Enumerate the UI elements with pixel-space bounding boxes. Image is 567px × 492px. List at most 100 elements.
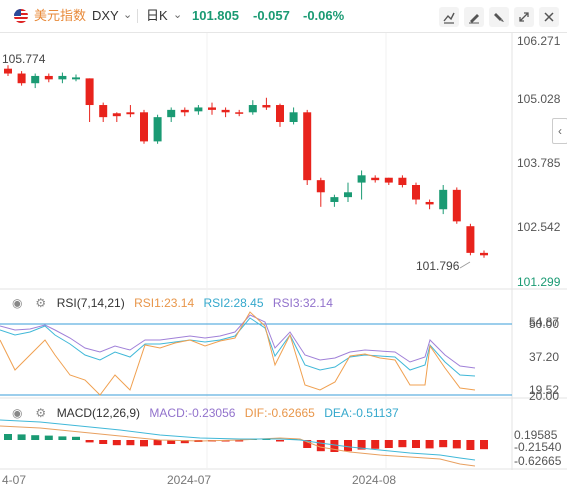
rsi-axis-label: 50.00	[529, 317, 559, 331]
dea-value: DEA:-0.51137	[324, 406, 399, 420]
candle-body	[330, 197, 339, 202]
candle-body	[153, 117, 162, 142]
settings-button[interactable]	[489, 7, 509, 27]
macd-bar	[425, 440, 434, 449]
us-flag-icon	[14, 9, 28, 23]
macd-bar	[180, 440, 189, 444]
low-price-pointer	[459, 261, 471, 269]
indicator-icon	[443, 12, 455, 24]
rsi-axis-label: 20.00	[529, 389, 559, 403]
symbol-name[interactable]: 美元指数	[34, 8, 87, 23]
chevron-left-icon: ‹	[558, 124, 562, 138]
candle-body	[466, 226, 475, 253]
fullscreen-button[interactable]	[514, 7, 534, 27]
gear-icon[interactable]: ⚙	[35, 406, 47, 420]
macd-bar	[303, 440, 312, 448]
divider	[137, 9, 138, 23]
high-price-marker: 105.774	[2, 52, 46, 66]
candle-body	[72, 77, 80, 80]
macd-bar	[112, 440, 121, 446]
macd-bar	[330, 440, 339, 452]
price-change-percent: -0.06%	[303, 8, 345, 23]
draw-button[interactable]	[464, 7, 484, 27]
indicator-button[interactable]	[439, 7, 459, 27]
macd-bar	[276, 440, 284, 442]
macd-bar	[4, 434, 12, 440]
macd-bar	[316, 440, 325, 452]
rsi-axis-label: 19.52	[529, 383, 559, 397]
candle-body	[316, 180, 325, 193]
macd-bar	[44, 435, 53, 440]
rsi2-line	[0, 317, 476, 377]
candle-body	[194, 107, 203, 112]
macd-bar	[99, 440, 108, 444]
rsi1-line	[0, 311, 476, 396]
macd-bar	[153, 440, 162, 446]
dif-line	[0, 425, 476, 467]
rsi3-line	[0, 314, 476, 369]
timeframe-dropdown-icon[interactable]: ⌄	[173, 9, 183, 21]
rsi1-value: RSI1:23.14	[134, 296, 195, 310]
symbol-code[interactable]: DXY	[92, 8, 119, 23]
price-axis-label: 106.271	[517, 34, 561, 48]
timeframe-selector[interactable]: 日K	[146, 8, 168, 23]
candle-body	[126, 112, 135, 115]
macd-bar	[371, 440, 380, 449]
macd-bar	[439, 440, 448, 448]
macd-bar	[412, 440, 420, 448]
price-axis-label: 102.542	[517, 220, 561, 234]
macd-bar	[17, 434, 26, 440]
candle-body	[58, 75, 67, 80]
macd-bar	[466, 440, 475, 450]
macd-axis-label: -0.21540	[514, 440, 562, 454]
candle-body	[112, 113, 121, 117]
macd-bar	[384, 440, 393, 448]
candle-body	[303, 112, 312, 181]
candle-body	[208, 107, 216, 110]
candle-body	[44, 75, 53, 80]
candle-body	[357, 175, 366, 183]
candle-body	[276, 105, 284, 122]
candle-body	[4, 68, 12, 74]
candle-body	[384, 177, 393, 183]
macd-bar	[72, 436, 80, 440]
x-axis-label: 4-07	[2, 473, 26, 487]
candle-body	[262, 105, 271, 108]
macd-bar	[452, 440, 461, 449]
close-button[interactable]	[539, 7, 559, 27]
expand-icon	[519, 12, 529, 22]
eye-icon[interactable]: ◉	[12, 296, 23, 310]
candle-body	[289, 112, 298, 122]
rsi3-value: RSI3:32.14	[272, 296, 333, 310]
candlestick-series	[4, 65, 488, 258]
macd-bar	[167, 440, 176, 444]
macd-bar	[344, 440, 352, 452]
eye-icon[interactable]: ◉	[12, 406, 23, 420]
panel-expand-button[interactable]: ‹	[552, 118, 567, 144]
macd-histogram	[4, 434, 488, 452]
rsi-title: RSI(7,14,21)	[56, 296, 125, 310]
dif-value: DIF:-0.62665	[244, 406, 315, 420]
candle-body	[439, 189, 448, 210]
candle-body	[140, 112, 148, 142]
candle-body	[99, 105, 108, 118]
candle-body	[371, 177, 380, 181]
gear-icon[interactable]: ⚙	[35, 296, 47, 310]
macd-title: MACD(12,26,9)	[56, 406, 141, 420]
symbol-dropdown-icon[interactable]: ⌄	[123, 9, 133, 21]
last-price: 101.805	[192, 8, 239, 23]
macd-bar	[85, 440, 94, 443]
chart-toolbar: 美元指数 DXY ⌄ 日K ⌄ 101.805 -0.057 -0.06%	[0, 0, 567, 33]
macd-header: ◉ ⚙ MACD(12,26,9) MACD:-0.23056 DIF:-0.6…	[12, 406, 399, 420]
macd-axis-label: 0.19585	[514, 428, 558, 442]
candle-body	[167, 109, 176, 118]
x-axis-label: 2024-08	[352, 473, 396, 487]
candle-body	[221, 109, 230, 113]
candle-body	[235, 112, 244, 114]
price-axis-label: 103.785	[517, 156, 561, 170]
dea-line	[0, 419, 476, 461]
rsi-header: ◉ ⚙ RSI(7,14,21) RSI1:23.14 RSI2:28.45 R…	[12, 296, 333, 310]
macd-bar	[480, 440, 488, 450]
candle-body	[425, 201, 434, 205]
